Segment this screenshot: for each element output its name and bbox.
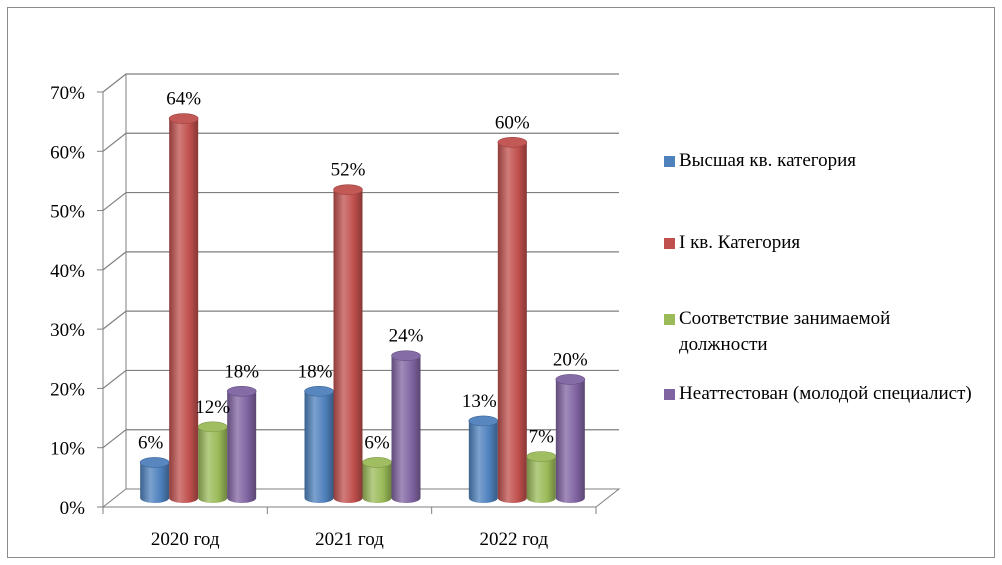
gridline [102,191,619,212]
legend-swatch [664,156,675,167]
bar [526,451,557,503]
bar-body [227,391,257,503]
bar-top [197,421,228,433]
data-label: 6% [138,432,164,453]
legend-item: I кв. Категория [664,230,979,256]
data-label: 6% [364,432,390,453]
data-label: 13% [462,391,497,412]
x-axis-categories: 2020 год 2021 год 2022 год [102,507,597,550]
legend-item: Соответствие занимаемой должности [664,306,979,358]
y-tick-label: 40% [50,261,85,282]
legend-swatch [664,238,675,249]
bar [139,457,170,503]
bar [468,415,499,503]
data-label: 20% [553,349,588,370]
chart-gridlines [102,73,619,449]
bar-top [555,374,586,385]
bar-top [304,385,334,397]
gridline [102,73,619,93]
legend-label: Неаттестован (молодой специалист) [679,383,972,404]
data-label: 64% [166,89,201,110]
data-labels: 6% 64% 12% 18% 18% 52% 6% 24% 13% 60% 7% 20% [138,89,588,454]
x-category-label: 2021 год [315,529,384,550]
bar-body [526,456,556,503]
bar-top [468,415,499,427]
bar-top [497,136,528,148]
y-tick-label: 20% [50,379,85,400]
data-label: 18% [224,361,259,382]
x-category-label: 2020 год [151,529,220,550]
bar [497,136,528,504]
legend-label: I кв. Категория [679,232,801,253]
gridline [102,251,619,271]
legend-item: Неаттестован (молодой специалист) [664,381,979,407]
bar-body [391,355,421,503]
y-tick-label: 10% [50,439,85,460]
legend-swatch [664,314,675,325]
bar [168,113,199,504]
legend-swatch [664,389,675,400]
gridline [102,132,619,152]
bar-top [391,350,421,362]
bar [333,184,363,503]
bar [197,421,228,503]
bar [226,385,257,503]
bar-top [333,184,363,196]
bar-top [526,451,557,462]
chart-plot: 0% 10% 20% 30% 40% 50% 60% 70% 6% 64% 12% 18% 18% 52… [50,73,621,550]
bar-body [362,462,392,503]
data-label: 18% [298,361,333,382]
bar-body [555,379,585,503]
data-label: 52% [331,160,366,181]
bar [304,385,334,503]
legend-label: Высшая кв. категория [679,150,856,171]
bar-body [304,391,334,503]
bar-body [468,420,498,503]
bar [555,374,586,503]
data-label: 60% [495,112,530,133]
y-tick-label: 60% [50,142,85,163]
chart-bars [139,113,586,504]
bar-top [168,113,199,124]
bar-body [198,426,228,503]
chart-frame: 0% 10% 20% 30% 40% 50% 60% 70% 6% 64% 12% 18% 18% 52… [7,7,995,558]
data-label: 7% [529,427,555,448]
bar-body [140,462,170,503]
bar-body [333,189,363,503]
bar-top [362,457,392,468]
gridline [102,429,619,449]
bar [391,350,421,503]
y-tick-label: 0% [60,498,86,519]
bar [362,457,392,503]
legend-label: Соответствие занимаемой должности [679,308,891,355]
y-tick-label: 50% [50,202,85,223]
y-tick-label: 70% [50,83,85,104]
legend-item: Высшая кв. категория [664,148,979,174]
x-category-label: 2022 год [479,529,548,550]
gridline [102,369,619,389]
bar-top [226,385,257,397]
bar-body [497,142,527,504]
bar-top [139,457,170,468]
bar-body [169,118,199,504]
y-tick-label: 30% [50,320,85,341]
data-label: 24% [389,326,424,347]
gridline [102,310,619,330]
y-axis-ticks: 0% 10% 20% 30% 40% 50% 60% 70% [50,83,103,519]
data-label: 12% [195,397,230,418]
